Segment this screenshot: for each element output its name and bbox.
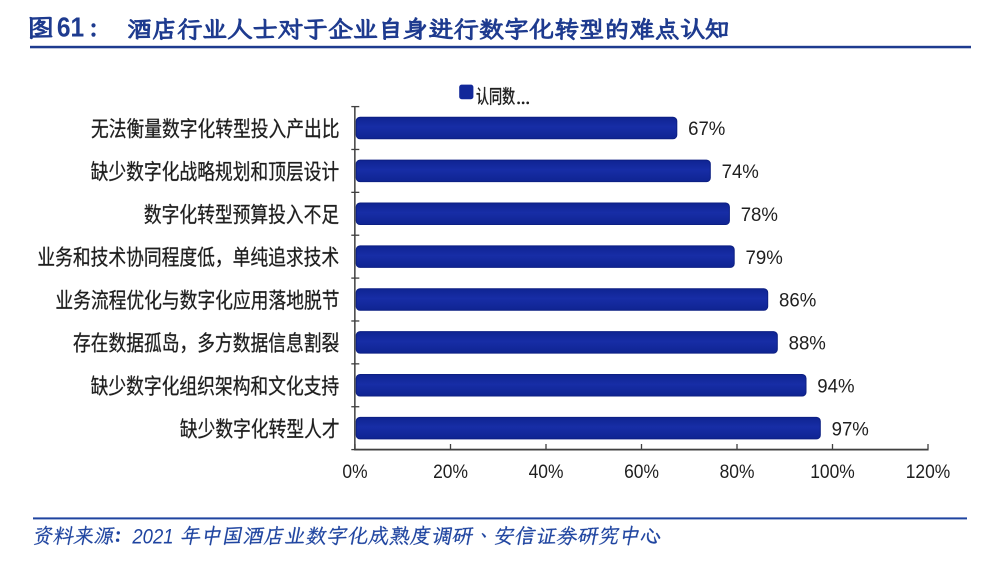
svg-text:78%: 78%: [741, 205, 778, 226]
svg-text:97%: 97%: [832, 419, 869, 440]
svg-text:100%: 100%: [810, 460, 855, 482]
svg-text:120%: 120%: [906, 460, 951, 482]
svg-text:79%: 79%: [746, 248, 783, 269]
svg-text:74%: 74%: [722, 162, 759, 183]
svg-text:86%: 86%: [779, 290, 816, 311]
svg-text:40%: 40%: [529, 460, 564, 482]
svg-text:80%: 80%: [720, 460, 755, 482]
svg-text:60%: 60%: [624, 460, 659, 482]
svg-text:67%: 67%: [688, 119, 725, 140]
svg-text:88%: 88%: [789, 333, 826, 354]
svg-text:94%: 94%: [817, 376, 854, 397]
svg-text:2021: 2021: [131, 525, 173, 548]
svg-text:0%: 0%: [342, 460, 367, 482]
svg-text:20%: 20%: [433, 460, 468, 482]
svg-text:61: 61: [57, 11, 84, 43]
